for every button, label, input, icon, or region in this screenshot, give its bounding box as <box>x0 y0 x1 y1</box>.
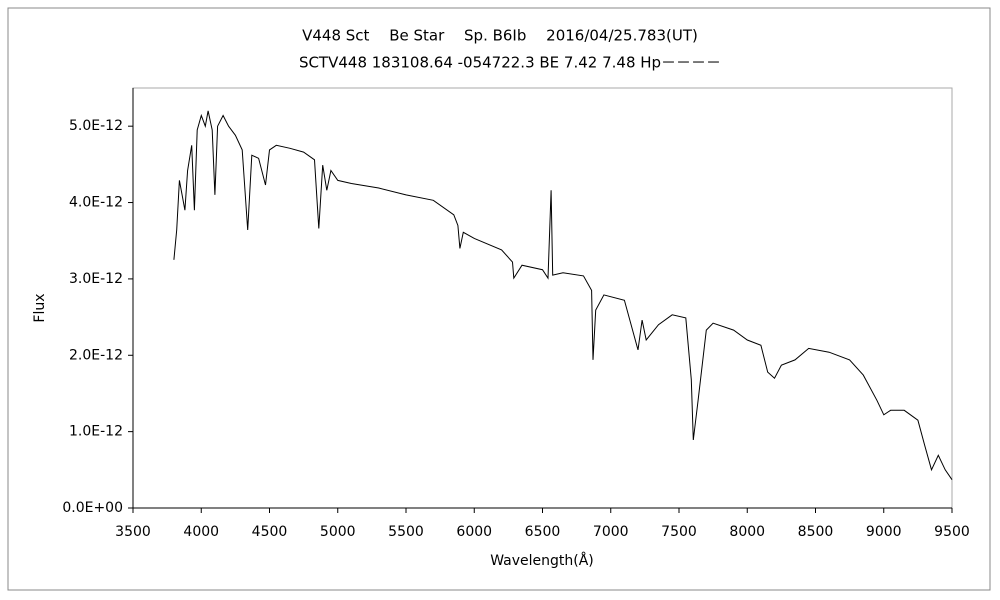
x-tick-label: 5000 <box>320 524 356 540</box>
frame <box>7 7 991 591</box>
x-axis-label: Wavelength(Å) <box>490 552 594 569</box>
y-tick-label: 5.0E-12 <box>69 118 123 134</box>
y-tick-label: 3.0E-12 <box>69 271 123 287</box>
y-tick-label: 4.0E-12 <box>69 195 123 211</box>
x-tick-label: 6500 <box>525 524 561 540</box>
spectrum-line <box>173 110 953 480</box>
x-tick-label: 3500 <box>115 524 151 540</box>
x-tick-label: 7000 <box>593 524 629 540</box>
y-axis-label: Flux <box>32 293 48 322</box>
x-tick-label: 4000 <box>183 524 219 540</box>
y-tick-label: 1.0E-12 <box>69 424 123 440</box>
x-tick-label: 6000 <box>456 524 492 540</box>
x-tick-label: 9000 <box>866 524 902 540</box>
y-tick-label: 2.0E-12 <box>69 347 123 363</box>
x-tick-label: 4500 <box>252 524 288 540</box>
y-tick-label: 0.0E+00 <box>62 500 123 516</box>
x-tick-label: 7500 <box>661 524 697 540</box>
x-tick-label: 9500 <box>934 524 970 540</box>
x-tick-label: 8000 <box>729 524 765 540</box>
chart-subtitle: SCTV448 183108.64 -054722.3 BE 7.42 7.48… <box>299 54 721 72</box>
x-tick-label: 5500 <box>388 524 424 540</box>
x-tick-label: 8500 <box>798 524 834 540</box>
chart-title: V448 Sct Be Star Sp. B6Ib 2016/04/25.783… <box>302 27 698 45</box>
